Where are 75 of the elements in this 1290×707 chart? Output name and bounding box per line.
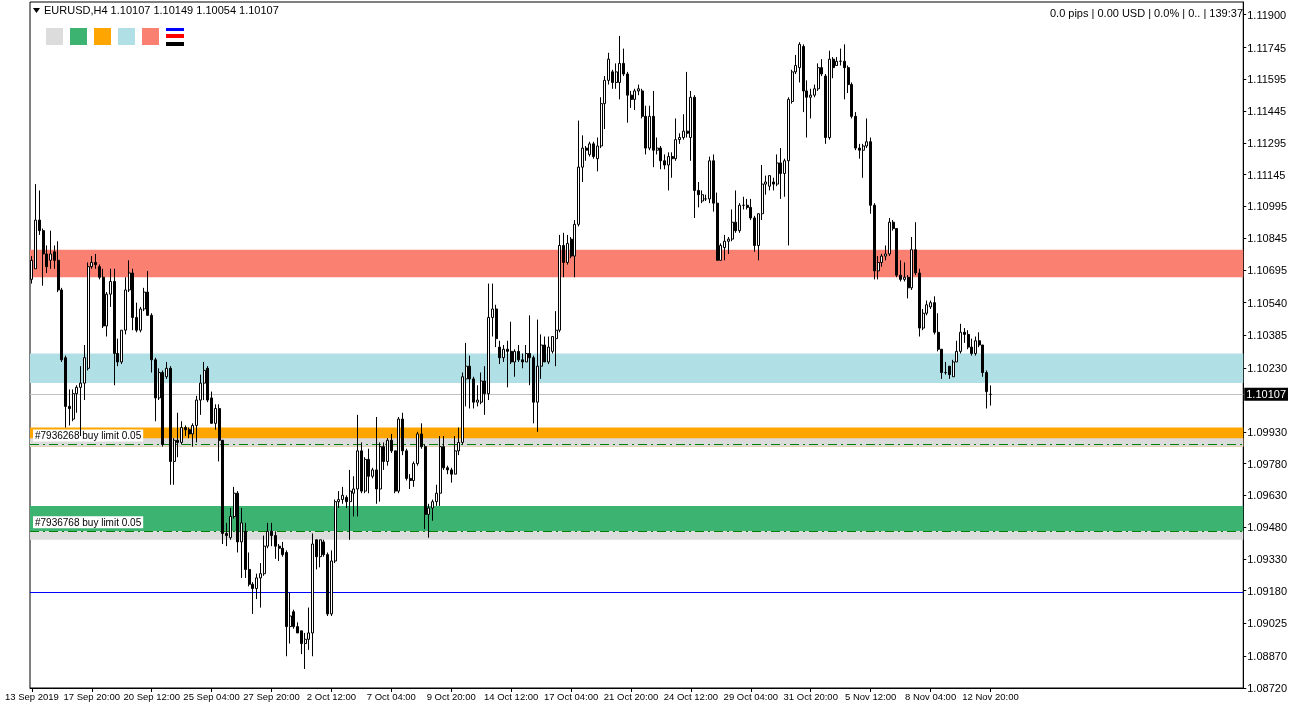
- candlestick: [633, 88, 636, 111]
- x-tick-label: 21 Oct 20:00: [603, 690, 659, 702]
- y-tick-label: 1.08870: [1247, 650, 1287, 663]
- candlestick: [547, 336, 550, 365]
- x-tick-label: 8 Nov 04:00: [904, 690, 957, 702]
- candlestick: [888, 217, 891, 257]
- x-tick-label: 7 Oct 04:00: [366, 690, 416, 702]
- y-tick-label: 1.10540: [1247, 296, 1287, 309]
- candlestick: [169, 365, 172, 486]
- y-tick-label: 1.09180: [1247, 584, 1287, 597]
- y-tick-label: 1.11445: [1247, 105, 1287, 118]
- y-tick-label: 1.10385: [1247, 329, 1287, 342]
- y-tick-label: 1.09630: [1247, 489, 1287, 502]
- candlestick: [536, 319, 539, 433]
- candlestick: [989, 384, 992, 407]
- annotation: 0.0 pips | 0.00 USD | 0.0% | 0.. | 139:37: [1049, 6, 1243, 19]
- candlestick: [356, 414, 359, 517]
- y-tick-label: 1.10230: [1247, 362, 1287, 375]
- x-tick-label: 5 Nov 12:00: [845, 690, 897, 702]
- candlestick: [397, 416, 400, 494]
- x-tick-label: 27 Sep 20:00: [243, 690, 300, 702]
- y-tick-label: 1.11145: [1247, 168, 1286, 181]
- candlestick: [439, 435, 442, 507]
- candlestick: [375, 416, 378, 505]
- y-tick-label: 1.11295: [1247, 136, 1287, 149]
- x-tick-label: 2 Oct 12:00: [306, 690, 356, 702]
- y-tick-label: 1.11900: [1247, 8, 1287, 21]
- y-tick-label: 1.09780: [1247, 457, 1287, 470]
- candlestick: [723, 234, 726, 261]
- y-tick-label: 1.09480: [1247, 521, 1287, 534]
- y-tick-label: 1.09330: [1247, 552, 1287, 565]
- candlestick: [588, 141, 591, 158]
- y-tick-label: 1.11745: [1247, 41, 1287, 54]
- ref-line-label: 1.10107: [1246, 388, 1286, 401]
- chart-title: EURUSD,H4 1.10107 1.10149 1.10054 1.10107: [44, 3, 279, 16]
- x-tick-label: 13 Sep 2019: [4, 690, 59, 702]
- y-tick-label: 1.08720: [1247, 682, 1287, 694]
- ref-line-label: #7936768 buy limit 0.05: [35, 516, 142, 528]
- y-tick-label: 1.09930: [1247, 425, 1287, 438]
- candlestick: [828, 50, 831, 141]
- candlestick: [974, 336, 977, 357]
- candlestick: [311, 532, 314, 657]
- ref-line-label: #7936268 buy limit 0.05: [35, 430, 142, 442]
- candlestick: [386, 437, 389, 467]
- x-tick-label: 17 Oct 04:00: [543, 690, 599, 702]
- x-tick-label: 20 Sep 12:00: [123, 690, 180, 702]
- y-tick-label: 1.11595: [1247, 73, 1287, 86]
- x-tick-label: 14 Oct 12:00: [483, 690, 539, 702]
- x-tick-label: 9 Oct 20:00: [426, 690, 476, 702]
- candlestick: [693, 94, 696, 219]
- candlestick: [341, 486, 344, 505]
- x-tick-label: 12 Nov 20:00: [962, 690, 1019, 702]
- candlestick: [94, 253, 97, 270]
- candlestick: [843, 43, 846, 100]
- x-tick-label: 17 Sep 20:00: [63, 690, 121, 702]
- candlestick: [72, 388, 75, 422]
- candlestick: [498, 340, 501, 365]
- y-tick-label: 1.09025: [1247, 617, 1287, 630]
- candlestick: [319, 539, 322, 568]
- x-tick-label: 31 Oct 20:00: [783, 690, 838, 702]
- candlestick: [667, 151, 670, 191]
- candlestick: [652, 90, 655, 168]
- candlestick: [113, 268, 116, 386]
- candlestick: [49, 230, 52, 270]
- candlestick: [349, 469, 352, 541]
- x-tick-label: 25 Sep 04:00: [183, 690, 240, 702]
- candlestick: [768, 175, 771, 191]
- candlestick: [367, 448, 370, 494]
- y-tick-label: 1.10845: [1247, 232, 1287, 245]
- y-tick-label: 1.10995: [1247, 200, 1287, 213]
- candlestick: [779, 147, 782, 200]
- y-tick-label: 1.10695: [1247, 263, 1287, 276]
- x-tick-label: 24 Oct 12:00: [663, 690, 719, 702]
- x-tick-label: 29 Oct 04:00: [723, 690, 779, 702]
- candlestick: [618, 35, 621, 100]
